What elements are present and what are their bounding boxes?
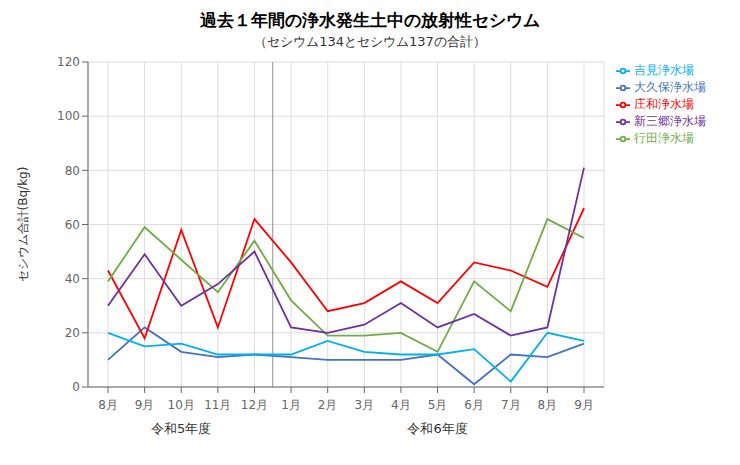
svg-text:0: 0: [72, 380, 80, 394]
html-text:過去１年間の浄水発生土中の放射性セシウム: 過去１年間の浄水発生土中の放射性セシウム: [200, 10, 540, 30]
svg-text:20: 20: [65, 326, 80, 340]
svg-text:120: 120: [57, 55, 80, 69]
svg-text:2月: 2月: [318, 398, 338, 412]
svg-text:1月: 1月: [281, 398, 301, 412]
svg-text:5月: 5月: [428, 398, 448, 412]
svg-text:7月: 7月: [501, 398, 521, 412]
html-text:庄和浄水場: 庄和浄水場: [634, 97, 694, 111]
svg-text:セシウム合計(Bq/kg): セシウム合計(Bq/kg): [16, 167, 30, 283]
svg-text:11月: 11月: [204, 398, 231, 412]
html-text:（セシウム134とセシウム137の合計）: （セシウム134とセシウム137の合計）: [254, 34, 486, 49]
svg-text:40: 40: [65, 272, 80, 286]
svg-text:6月: 6月: [464, 398, 484, 412]
html-text:行田浄水場: 行田浄水場: [634, 131, 694, 145]
svg-text:9月: 9月: [574, 398, 594, 412]
html-text:新三郷浄水場: 新三郷浄水場: [634, 114, 706, 128]
svg-text:60: 60: [65, 218, 80, 232]
html-text:吉見浄水場: 吉見浄水場: [634, 63, 694, 77]
svg-text:令和6年度: 令和6年度: [407, 421, 467, 436]
svg-text:令和5年度: 令和5年度: [151, 421, 211, 436]
html-text:大久保浄水場: 大久保浄水場: [634, 80, 706, 94]
svg-text:12月: 12月: [241, 398, 268, 412]
svg-text:3月: 3月: [354, 398, 374, 412]
svg-text:100: 100: [57, 109, 80, 123]
svg-text:8月: 8月: [98, 398, 118, 412]
svg-text:80: 80: [65, 164, 80, 178]
svg-text:10月: 10月: [168, 398, 195, 412]
svg-text:8月: 8月: [538, 398, 558, 412]
svg-text:9月: 9月: [135, 398, 155, 412]
svg-text:4月: 4月: [391, 398, 411, 412]
